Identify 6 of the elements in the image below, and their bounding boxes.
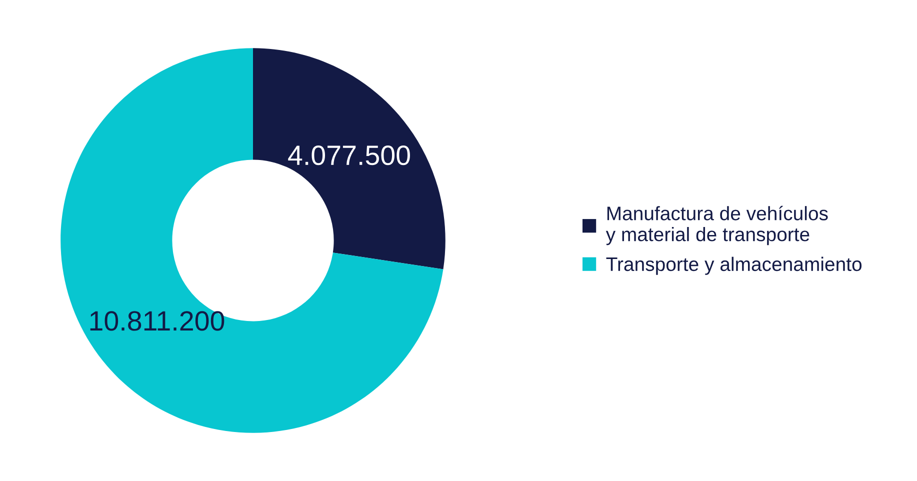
data-label: 4.077.500 bbox=[288, 145, 410, 166]
donut-slice bbox=[253, 48, 446, 270]
legend-label: Transporte y almacenamiento bbox=[606, 256, 862, 275]
data-label: 10.811.200 bbox=[90, 311, 224, 331]
donut-slice bbox=[60, 48, 444, 433]
legend-label: Manufactura de vehículos y material de transporte bbox=[606, 206, 828, 246]
